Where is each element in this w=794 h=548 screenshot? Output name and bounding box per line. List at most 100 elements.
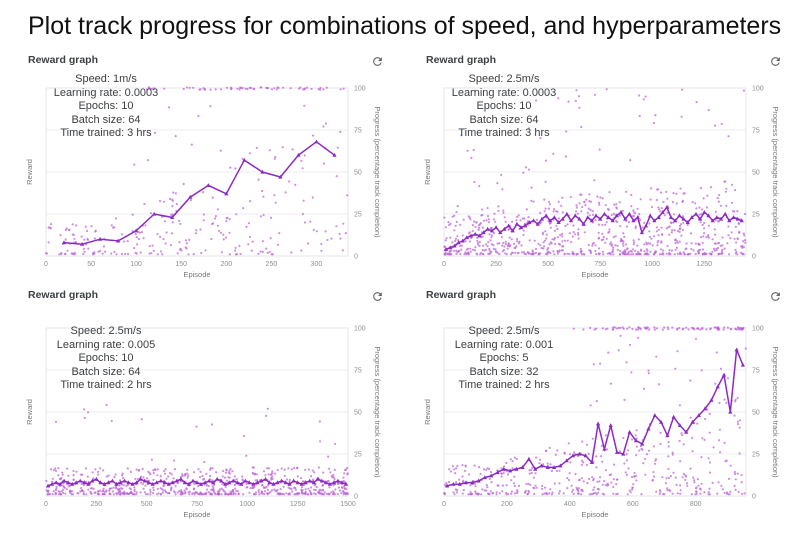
panel-header: Reward graph [426,54,782,68]
svg-text:Episode: Episode [183,270,210,279]
annotation-learning-rate: Learning rate: 0.0003 [451,86,557,99]
refresh-icon [372,291,382,301]
panel-title: Reward graph [426,54,497,66]
annotation-epochs: Epochs: 10 [78,352,134,364]
refresh-button[interactable] [768,54,782,68]
refresh-icon [372,56,382,66]
svg-text:Reward: Reward [423,159,432,185]
svg-text:Episode: Episode [183,510,210,519]
panel-title: Reward graph [28,54,99,66]
svg-text:500: 500 [141,501,153,508]
svg-text:Reward: Reward [25,159,34,185]
annotation-learning-rate: Learning rate: 0.005 [56,338,156,351]
annotation-epochs: Epochs: 5 [479,352,529,364]
svg-text:100: 100 [130,261,142,268]
reward-chart: 0 50 100 150 200 250 300 0 25 50 75 100 Episode Rewar… [25,86,382,280]
svg-text:0: 0 [442,501,446,508]
annotation-batch-size: Batch size: 64 [469,113,539,126]
annotation-learning-rate: Learning rate: 0.001 [454,338,554,351]
hyperparameter-annotations: Speed: 1m/s Learning rate: 0.0003 Epochs… [24,73,188,141]
refresh-icon [770,291,780,301]
panel-title: Reward graph [28,289,99,301]
svg-text:0: 0 [44,261,48,268]
svg-text:0: 0 [44,501,48,508]
svg-text:Episode: Episode [581,510,608,519]
svg-text:100: 100 [354,326,366,333]
svg-text:0: 0 [354,254,358,261]
svg-text:500: 500 [542,261,554,268]
svg-text:750: 750 [191,501,203,508]
svg-text:250: 250 [90,501,102,508]
svg-text:50: 50 [354,410,362,417]
svg-text:25: 25 [752,212,760,219]
svg-text:50: 50 [752,170,760,177]
hyperparameter-annotations: Speed: 2.5m/s Learning rate: 0.0003 Epoc… [422,73,586,141]
reward-chart: 0 200 400 600 800 0 25 50 75 100 Episode Reward Prog… [423,326,780,520]
annotation-time-trained: Time trained: 3 hrs [60,127,152,139]
svg-text:300: 300 [311,261,323,268]
annotation-batch-size: Batch size: 32 [469,365,539,378]
reward-graph-panel-top-right: Reward graph Speed: 2.5m/s Learning rate… [418,50,790,282]
reward-chart: 0 250 500 750 1000 1250 15000255075100EpisodeR… [25,326,382,520]
svg-text:100: 100 [752,86,764,93]
panel-header: Reward graph [426,289,782,303]
svg-text:25: 25 [354,212,362,219]
svg-text:1000: 1000 [645,261,661,268]
svg-text:75: 75 [354,128,362,135]
annotation-time-trained: Time trained: 2 hrs [458,379,550,391]
svg-text:50: 50 [752,410,760,417]
svg-text:0: 0 [752,254,756,261]
svg-text:Progress (percentage track com: Progress (percentage track completion) [771,106,780,238]
hyperparameter-annotations: Speed: 2.5m/s Learning rate: 0.005 Epoch… [24,325,188,393]
refresh-button[interactable] [370,289,384,303]
annotation-learning-rate: Learning rate: 0.0003 [53,86,159,99]
annotation-time-trained: Time trained: 3 hrs [458,127,550,139]
annotation-batch-size: Batch size: 64 [71,365,141,378]
panel-title: Reward graph [426,289,497,301]
svg-text:50: 50 [87,261,95,268]
reward-graph-panel-top-left: Reward graph Speed: 1m/s Learning rate: … [20,50,392,282]
annotation-speed: Speed: 2.5m/s [468,73,540,85]
svg-text:250: 250 [490,261,502,268]
svg-text:250: 250 [266,261,278,268]
annotation-epochs: Epochs: 10 [476,100,532,112]
svg-text:50: 50 [354,170,362,177]
svg-text:0: 0 [752,494,756,501]
panel-header: Reward graph [28,289,384,303]
svg-text:Progress (percentage track com: Progress (percentage track completion) [373,106,382,238]
svg-text:400: 400 [564,501,576,508]
svg-text:600: 600 [627,501,639,508]
annotation-speed: Speed: 2.5m/s [468,325,540,337]
panel-header: Reward graph [28,54,384,68]
svg-text:1250: 1250 [697,261,713,268]
svg-text:Reward: Reward [423,399,432,425]
svg-text:Episode: Episode [581,270,608,279]
svg-text:Progress (percentage track com: Progress (percentage track completion) [771,346,780,478]
hyperparameter-annotations: Speed: 2.5m/s Learning rate: 0.001 Epoch… [422,325,586,393]
svg-text:25: 25 [752,452,760,459]
page-title: Plot track progress for combinations of … [28,12,782,40]
refresh-button[interactable] [370,54,384,68]
svg-text:0: 0 [354,494,358,501]
annotation-batch-size: Batch size: 64 [71,113,141,126]
svg-text:750: 750 [594,261,606,268]
svg-text:100: 100 [354,86,366,93]
reward-chart: 0 250 500 750 1000 1250 0 25 50 75 100 Episode Rewar… [423,86,780,280]
annotation-speed: Speed: 2.5m/s [70,325,142,337]
svg-text:150: 150 [175,261,187,268]
svg-text:100: 100 [752,326,764,333]
reward-graph-panel-bottom-right: Reward graph Speed: 2.5m/s Learning rate… [418,285,790,522]
annotation-time-trained: Time trained: 2 hrs [60,379,152,391]
svg-text:Progress (percentage track com: Progress (percentage track completion) [373,346,382,478]
refresh-button[interactable] [768,289,782,303]
svg-text:Reward: Reward [25,399,34,425]
svg-text:200: 200 [501,501,513,508]
svg-text:75: 75 [752,128,760,135]
svg-text:1250: 1250 [290,501,306,508]
refresh-icon [770,56,780,66]
reward-graph-panel-bottom-left: Reward graph Speed: 2.5m/s Learning rate… [20,285,392,522]
annotation-epochs: Epochs: 10 [78,100,134,112]
svg-text:1000: 1000 [240,501,256,508]
svg-text:200: 200 [220,261,232,268]
svg-text:1500: 1500 [340,501,356,508]
